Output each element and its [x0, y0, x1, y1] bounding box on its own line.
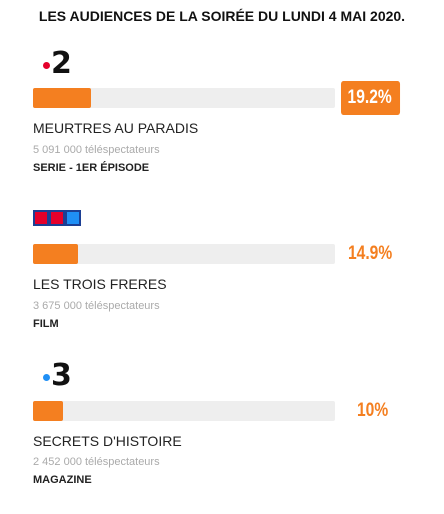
tf1-logo: [33, 210, 81, 226]
bar-track: [33, 244, 335, 264]
viewer-count: 2 452 000 téléspectateurs: [33, 456, 160, 468]
bar-track: [33, 401, 335, 421]
programme-name: MEURTRES AU PARADIS: [33, 120, 199, 136]
channel-block-france2: 2 19.2% MEURTRES AU PARADIS 5 091 000 té…: [0, 46, 444, 202]
channel-block-france3: 3 10% SECRETS D'HISTOIRE 2 452 000 télés…: [0, 358, 444, 514]
value-label: 14.9%: [348, 243, 393, 264]
programme-name: SECRETS D'HISTOIRE: [33, 433, 182, 449]
genre-label: MAGAZINE: [33, 474, 92, 486]
channel-block-tf1: 14.9% LES TROIS FRERES 3 675 000 téléspe…: [0, 210, 444, 360]
france2-dot-icon: [43, 62, 50, 69]
tf1-f-icon: [51, 212, 63, 224]
bar-fill: [33, 401, 64, 421]
value-label: 19.2%: [341, 81, 400, 115]
viewer-count: 3 675 000 téléspectateurs: [33, 300, 160, 312]
tf1-t-icon: [35, 212, 47, 224]
genre-label: SERIE - 1ER ÉPISODE: [33, 162, 150, 174]
value-label: 10%: [357, 400, 389, 421]
viewer-count: 5 091 000 téléspectateurs: [33, 144, 160, 156]
programme-name: LES TROIS FRERES: [33, 276, 167, 292]
bar-fill: [33, 88, 91, 108]
bar-track: [33, 88, 335, 108]
chart-title: LES AUDIENCES DE LA SOIRÉE DU LUNDI 4 MA…: [38, 8, 406, 24]
tf1-1-icon: [67, 212, 79, 224]
france3-logo: 3: [51, 358, 72, 393]
france2-logo: 2: [51, 46, 72, 81]
france3-dot-icon: [43, 374, 50, 381]
genre-label: FILM: [33, 318, 59, 330]
bar-fill: [33, 244, 78, 264]
